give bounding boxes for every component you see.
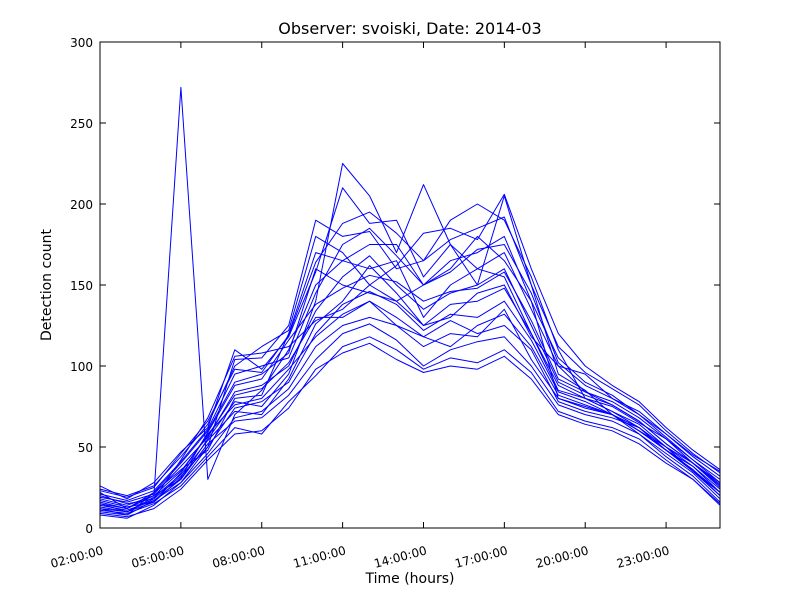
series-group [99,86,721,519]
series-line-18 [99,211,721,498]
series-line-19 [99,300,721,510]
series-line-20 [99,291,721,516]
y-tick-label: 0 [85,522,93,536]
y-tick-label: 150 [70,279,93,293]
series-line-9 [99,193,721,497]
x-tick-label: 17:00:00 [453,543,509,570]
x-tick-label: 11:00:00 [292,543,348,570]
x-tick-label: 23:00:00 [615,543,671,570]
series-line-15 [99,265,721,513]
y-tick-label: 250 [70,117,93,131]
y-tick-label: 100 [70,360,93,374]
y-axis-label: Detection count [39,229,55,341]
series-line-1 [99,187,721,500]
series-line-16 [99,271,721,508]
chart-title: Observer: svoiski, Date: 2014-03 [278,19,541,38]
y-tick-label: 300 [70,36,93,50]
series-line-14 [99,227,721,501]
series-line-11 [99,323,721,511]
x-axis-label: Time (hours) [365,571,455,587]
series-line-6 [99,284,721,505]
x-tick-label: 08:00:00 [211,543,267,570]
y-tick-label: 200 [70,198,93,212]
series-line-13 [99,336,721,514]
series-line-10 [99,235,721,510]
x-tick-label: 02:00:00 [49,543,105,570]
y-axis: 0 50 100 150 200 250 300 [70,36,720,536]
x-tick-label: 05:00:00 [130,543,186,570]
x-tick-label: 14:00:00 [373,543,429,570]
series-line-17 [99,342,721,518]
series-line-7 [99,300,721,513]
x-tick-label: 20:00:00 [534,543,590,570]
y-tick-label: 50 [78,441,93,455]
